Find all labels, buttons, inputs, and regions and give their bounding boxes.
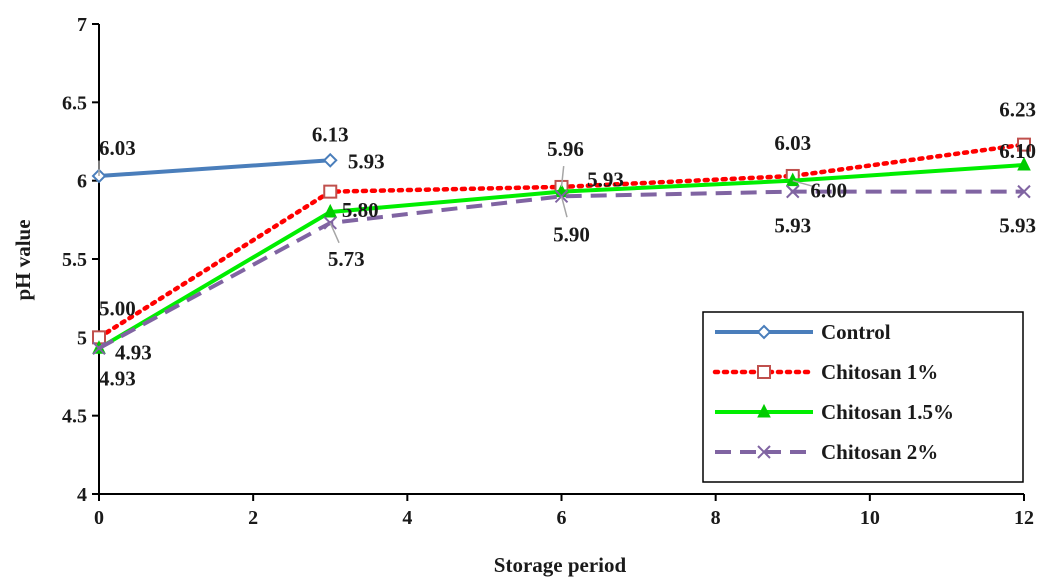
x-tick-label: 4: [402, 507, 412, 529]
data-labels: 6.036.135.005.935.96 6.036.234.935.805.93…: [99, 98, 1036, 391]
legend-label: Chitosan 1%: [821, 360, 938, 384]
data-label: 6.13: [312, 122, 349, 146]
legend-box: [702, 311, 1024, 483]
x-marker-stroke: [786, 184, 800, 199]
legend-label: Control: [821, 320, 891, 344]
series-control: [91, 152, 338, 184]
legend-item: Chitosan 2%: [715, 440, 938, 464]
triangle-marker: [323, 203, 338, 218]
triangle-marker: [757, 403, 771, 418]
y-tick-label: 5.5: [62, 249, 87, 271]
legend-item: Chitosan 1%: [712, 360, 938, 384]
data-label: 5.96: [547, 137, 584, 161]
x-marker-stroke: [757, 445, 771, 459]
data-label: 5.93: [999, 214, 1036, 238]
label-leader-line: [792, 179, 813, 187]
y-tick-label: 7: [77, 14, 87, 36]
legend-item: Control: [715, 320, 891, 344]
series-line: [98, 189, 1024, 351]
data-label: 4.93: [115, 340, 152, 364]
series-line: [98, 158, 331, 178]
x-marker: [757, 445, 771, 459]
x-tick-label: 2: [248, 507, 258, 529]
label-leader-line: [560, 165, 565, 188]
square-marker: [757, 365, 771, 379]
y-tick-label: 6: [77, 171, 87, 193]
x-tick-label: 12: [1014, 507, 1034, 529]
x-marker: [1017, 184, 1031, 199]
x-marker-stroke: [92, 341, 106, 356]
legend-item: Chitosan 1.5%: [715, 400, 954, 424]
x-axis-title: Storage period: [494, 553, 627, 577]
x-marker: [786, 184, 800, 199]
data-label: 5.00: [99, 296, 136, 320]
triangle-marker: [1017, 156, 1031, 171]
data-label: 5.90: [553, 222, 590, 246]
label-leader-lines: [98, 160, 813, 244]
data-label: 5.93: [587, 168, 624, 192]
label-leader-line: [329, 222, 340, 244]
data-label: 5.93: [774, 214, 811, 238]
legend: Control Chitosan 1% Chitosan 1.5% Chitosan …: [702, 311, 1024, 483]
data-label: 6.03: [99, 136, 136, 160]
square-marker: [1017, 137, 1031, 152]
axes: [92, 23, 1025, 501]
legend-label: Chitosan 1.5%: [821, 400, 954, 424]
x-tick-label: 6: [557, 507, 567, 529]
y-tick-label: 6.5: [62, 92, 87, 114]
y-tick-label: 4.5: [62, 406, 87, 428]
x-tick-label: 10: [860, 507, 880, 529]
label-leader-line: [560, 196, 568, 218]
y-tick-label: 4: [77, 484, 87, 506]
data-label: 6.03: [774, 131, 811, 155]
triangle-marker: [785, 172, 800, 187]
data-label: 6.10: [999, 139, 1036, 163]
x-marker: [92, 341, 106, 356]
y-tick-label: 5: [77, 327, 87, 349]
data-label: 5.93: [348, 150, 385, 174]
square-marker: [323, 184, 338, 199]
data-label: 4.93: [99, 366, 136, 390]
x-tick-label: 8: [711, 507, 721, 529]
diamond-marker: [756, 324, 772, 340]
data-label: 6.23: [999, 98, 1036, 122]
series-lines: [91, 137, 1031, 356]
data-label: 6.00: [810, 179, 847, 203]
tick-labels: 4 4.5 5 5.5 6 6.5 7 0 2 4 6 8 10 12: [62, 14, 1034, 529]
x-marker-stroke: [1017, 184, 1031, 199]
x-tick-label: 0: [94, 507, 104, 529]
data-label: 5.73: [328, 247, 365, 271]
data-label: 5.80: [342, 198, 379, 222]
y-axis-title: pH value: [11, 219, 35, 300]
diamond-marker: [322, 152, 338, 168]
legend-label: Chitosan 2%: [821, 440, 938, 464]
